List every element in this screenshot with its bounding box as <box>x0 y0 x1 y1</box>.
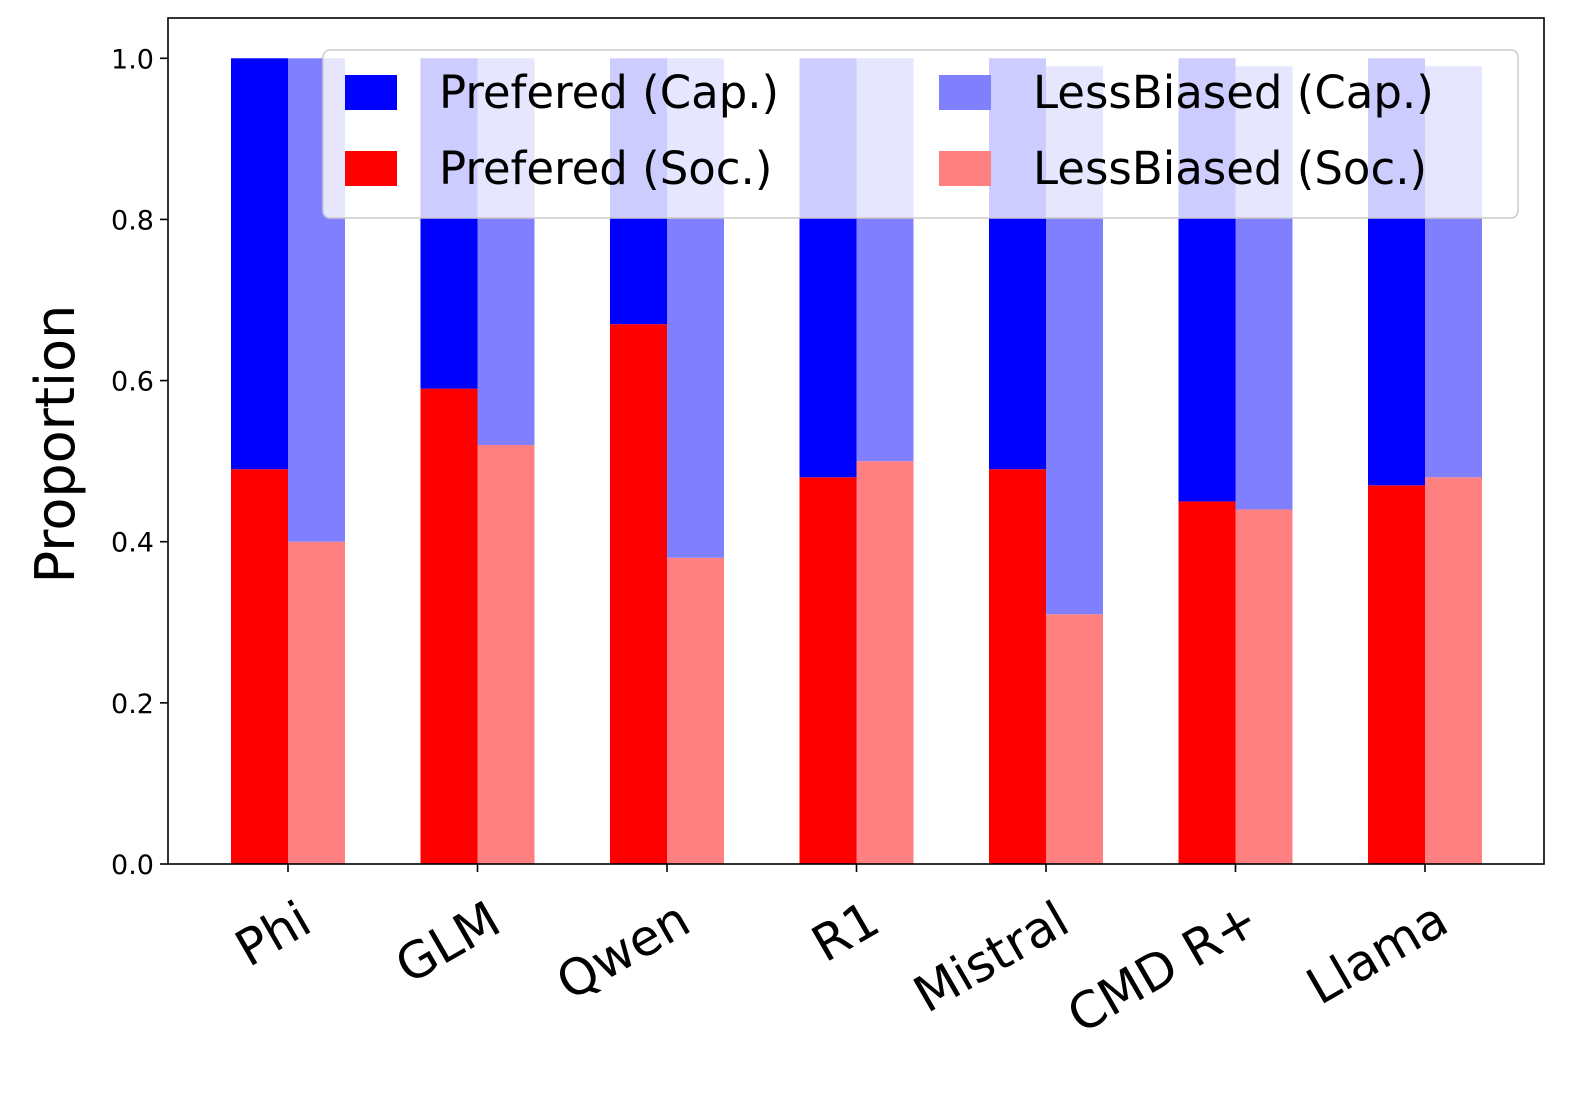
legend-swatch-lessbiased-soc <box>939 151 991 186</box>
legend-swatch-prefered-cap <box>345 75 397 110</box>
bar-mistral-prefered-soc <box>989 469 1046 864</box>
bar-r1-lessbiased-soc <box>856 461 914 864</box>
y-tick-label: 0.8 <box>111 205 154 236</box>
y-tick-label: 0.0 <box>111 850 154 881</box>
y-axis-label: Proportion <box>24 305 87 584</box>
bar-llama-prefered-soc <box>1368 485 1425 864</box>
x-tick-label-cmd-r: CMD R+ <box>1058 890 1268 1045</box>
x-tick-label-r1: R1 <box>802 890 889 974</box>
x-tick-label-mistral: Mistral <box>904 890 1078 1024</box>
bar-r1-prefered-soc <box>799 477 857 864</box>
bar-qwen-lessbiased-soc <box>667 557 724 864</box>
bar-cmd-r-prefered-soc <box>1178 501 1236 864</box>
x-tick-label-qwen: Qwen <box>547 890 700 1012</box>
y-tick-label: 0.6 <box>111 367 154 398</box>
bar-mistral-lessbiased-soc <box>1046 614 1103 864</box>
x-tick-label-llama: Llama <box>1297 890 1457 1016</box>
bar-cmd-r-lessbiased-soc <box>1235 509 1293 864</box>
bar-qwen-prefered-soc <box>610 324 667 865</box>
bar-phi-prefered-cap <box>231 58 288 470</box>
y-tick-label: 0.2 <box>111 689 154 720</box>
legend: Prefered (Cap.) LessBiased (Cap.) Prefered… <box>322 49 1519 219</box>
bar-glm-prefered-soc <box>420 388 478 864</box>
legend-swatch-prefered-soc <box>345 151 397 186</box>
bar-phi-lessbiased-soc <box>288 541 345 864</box>
legend-box <box>322 49 1519 219</box>
legend-label-prefered-soc: Prefered (Soc.) <box>439 142 772 195</box>
y-tick-label: 0.4 <box>111 528 154 559</box>
x-tick-label-phi: Phi <box>226 890 321 978</box>
legend-swatch-lessbiased-cap <box>939 75 991 110</box>
x-tick-label-glm: GLM <box>386 890 510 995</box>
bar-phi-prefered-soc <box>231 469 288 864</box>
y-tick-label: 1.0 <box>111 44 154 75</box>
legend-label-lessbiased-soc: LessBiased (Soc.) <box>1033 142 1427 195</box>
legend-label-prefered-cap: Prefered (Cap.) <box>439 66 779 119</box>
legend-label-lessbiased-cap: LessBiased (Cap.) <box>1033 66 1434 119</box>
bar-llama-lessbiased-soc <box>1425 477 1482 864</box>
bar-glm-lessbiased-soc <box>477 445 535 864</box>
